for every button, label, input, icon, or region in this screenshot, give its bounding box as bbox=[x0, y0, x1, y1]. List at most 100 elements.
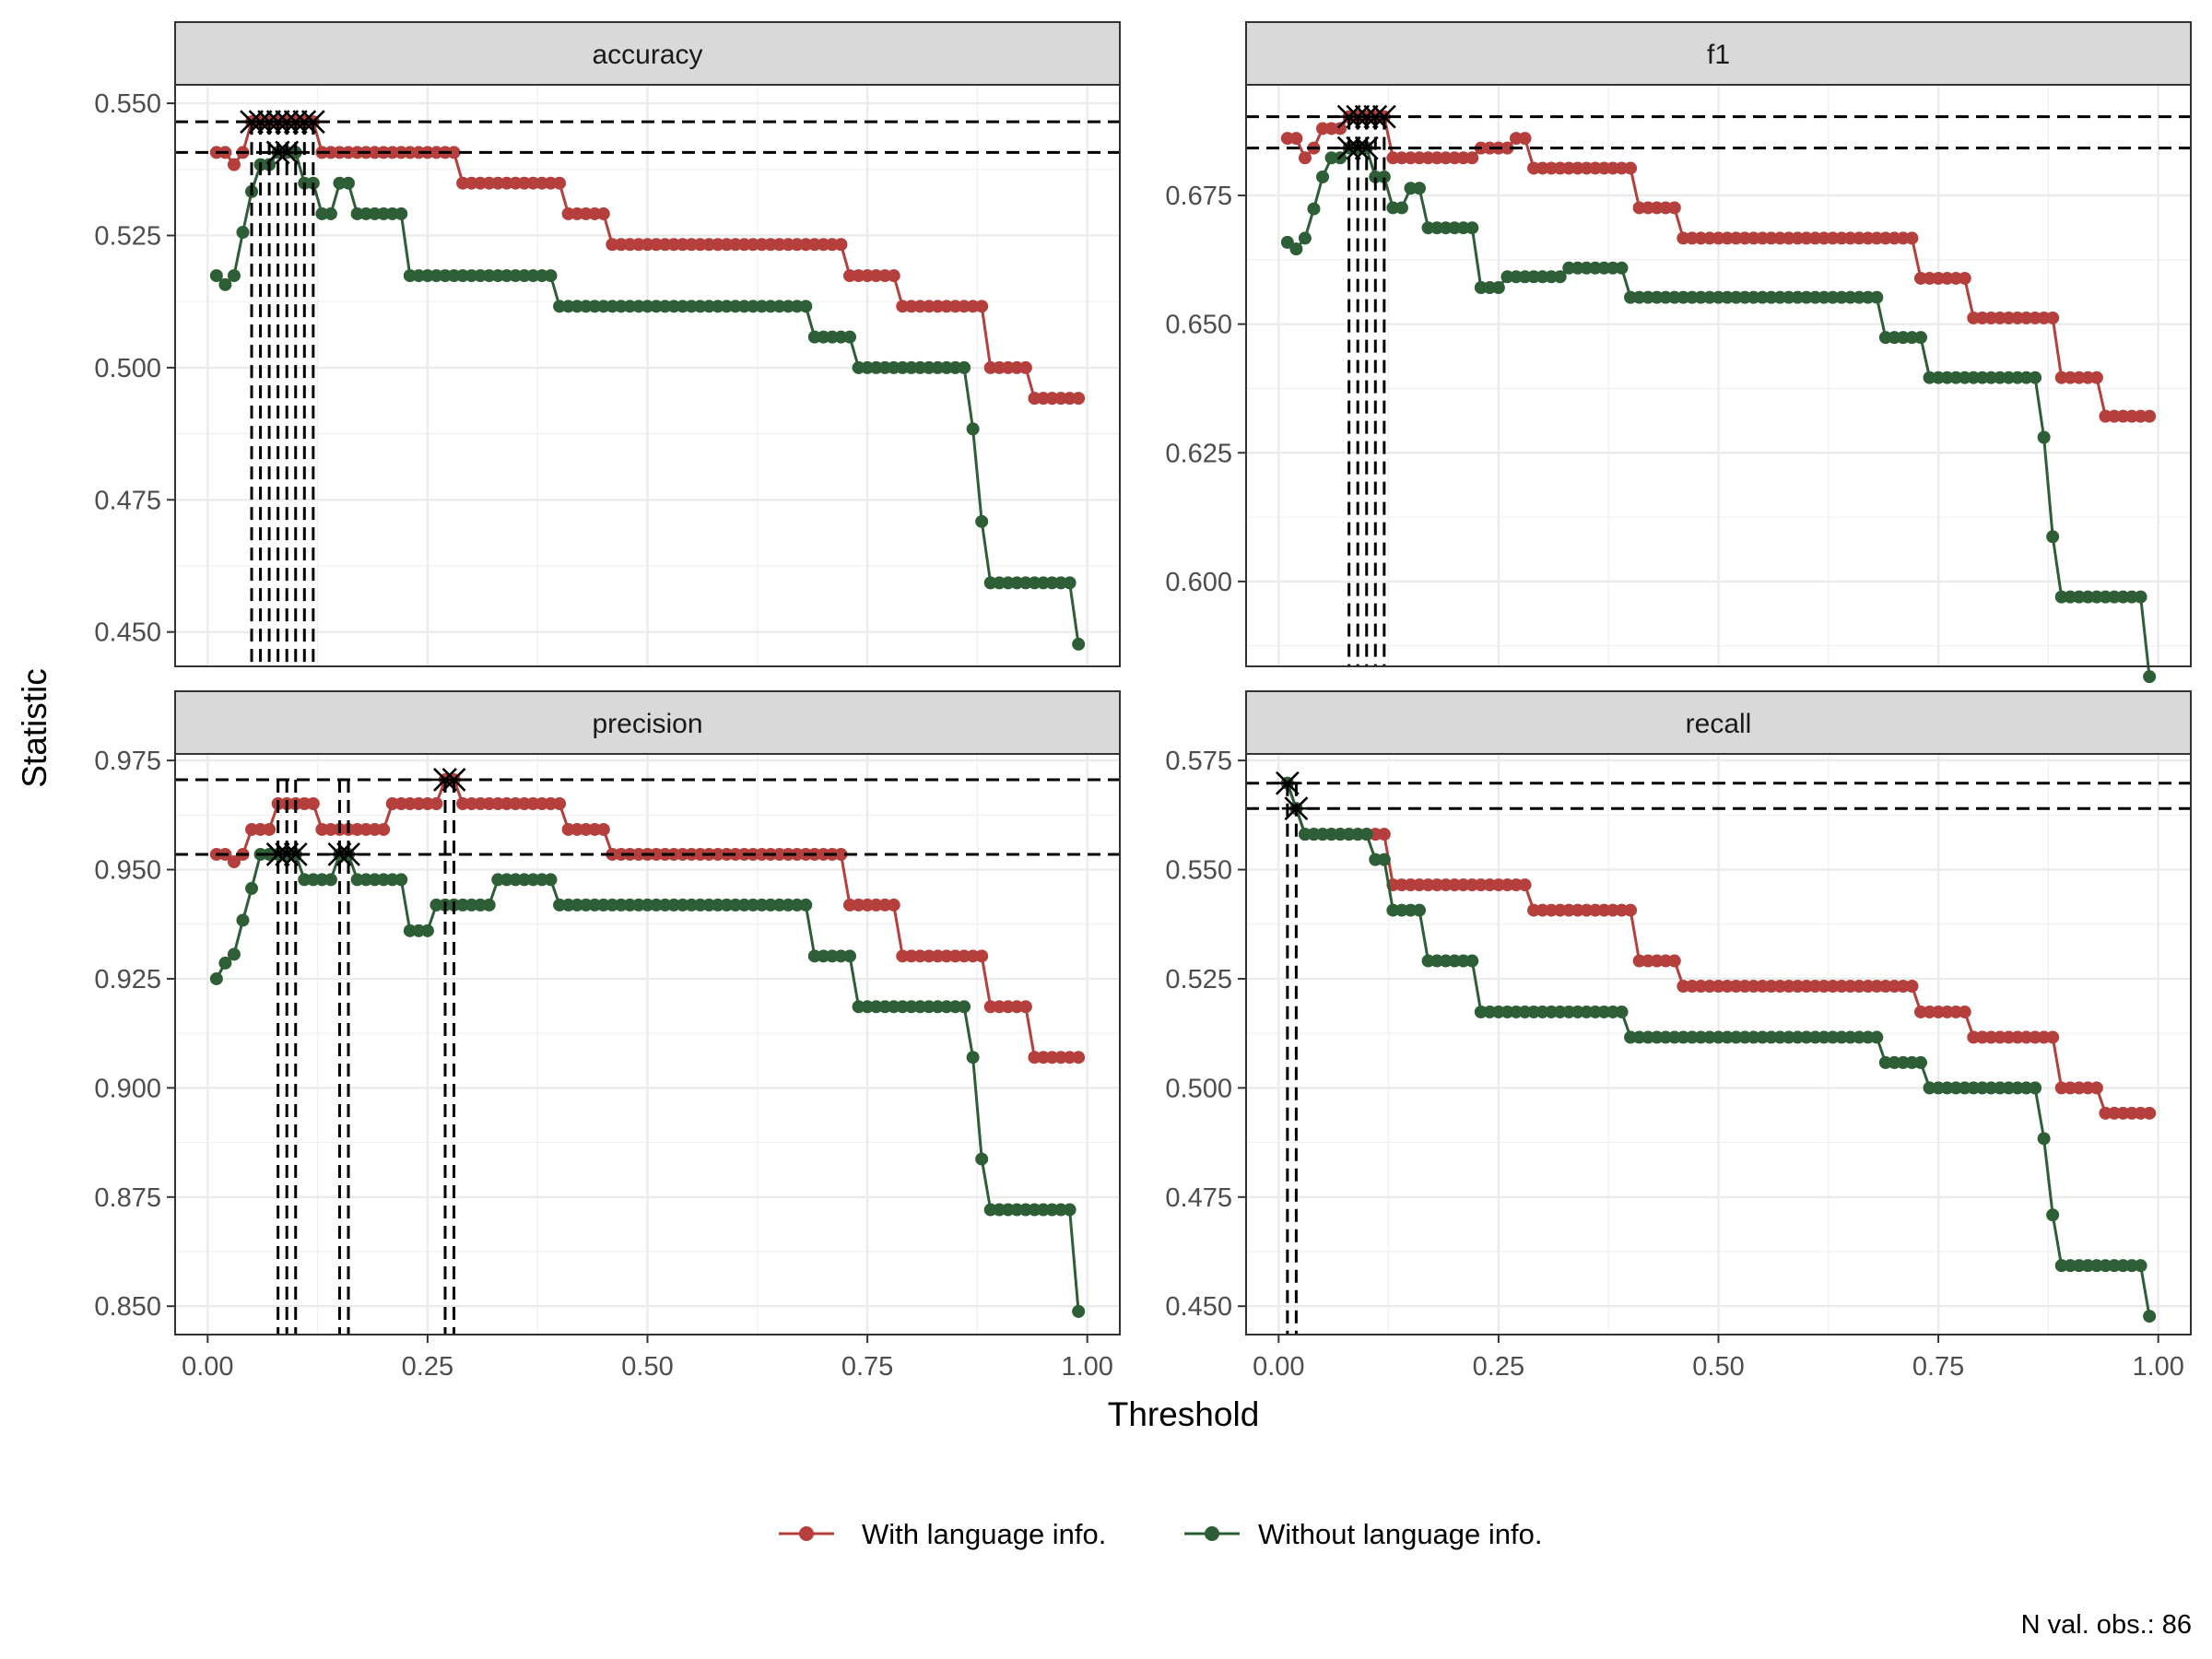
optimum-marker bbox=[334, 842, 363, 866]
data-point bbox=[975, 1152, 989, 1166]
data-point bbox=[1905, 231, 1919, 245]
data-point bbox=[2046, 1208, 2060, 1222]
data-point bbox=[1063, 576, 1077, 590]
y-axis-title: Statistic bbox=[16, 668, 53, 788]
facet-panel-precision: precision 0.850 0.875 0.900 0.925 0.950 0.975 0… bbox=[94, 690, 1121, 1382]
x-tick-label: 0.50 bbox=[621, 1352, 673, 1382]
data-point bbox=[227, 269, 241, 283]
panel-border bbox=[174, 84, 1121, 667]
data-point bbox=[1072, 1051, 1086, 1065]
y-tick-label: 0.925 bbox=[94, 965, 161, 994]
data-point bbox=[218, 277, 232, 291]
facet-panel-f1: f1 0.600 0.625 0.650 0.675 bbox=[1165, 21, 2192, 684]
y-tick-label: 0.575 bbox=[1165, 747, 1232, 776]
optimum-marker bbox=[1281, 796, 1311, 821]
data-point bbox=[1958, 271, 1971, 285]
data-point bbox=[2037, 430, 2051, 444]
data-point bbox=[227, 947, 241, 961]
data-point bbox=[1615, 261, 1629, 275]
facet-strip-label: precision bbox=[592, 709, 702, 739]
data-point bbox=[843, 330, 857, 344]
x-tick-label: 0.25 bbox=[1473, 1352, 1524, 1382]
data-point bbox=[1018, 1000, 1032, 1014]
data-point bbox=[958, 1000, 971, 1014]
data-point bbox=[1289, 242, 1303, 256]
data-point bbox=[227, 855, 241, 868]
data-point bbox=[843, 949, 857, 963]
data-point bbox=[2046, 530, 2060, 544]
data-point bbox=[1500, 141, 1514, 155]
data-point bbox=[887, 269, 900, 283]
data-point bbox=[1870, 1030, 1884, 1044]
data-point bbox=[1307, 202, 1321, 216]
data-point bbox=[1465, 954, 1479, 968]
data-point bbox=[1958, 1005, 1971, 1018]
data-point bbox=[1316, 170, 1330, 183]
data-point bbox=[1334, 122, 1347, 135]
data-point bbox=[1553, 270, 1567, 284]
y-tick-label: 0.550 bbox=[1165, 856, 1232, 886]
x-tick-label: 0.00 bbox=[182, 1352, 233, 1382]
data-point bbox=[1298, 231, 1312, 245]
facet-strip-label: recall bbox=[1686, 709, 1752, 739]
facet-panel-accuracy: accuracy 0.450 0.475 0.500 0.525 0.550 bbox=[94, 21, 1121, 667]
legend: With language info. Without language info… bbox=[779, 1518, 1543, 1550]
data-point bbox=[306, 797, 320, 810]
data-point bbox=[2143, 409, 2157, 423]
facet-panel-recall: recall 0.450 0.475 0.500 0.525 0.550 0.575 0.00… bbox=[1165, 690, 2192, 1382]
data-point bbox=[1377, 828, 1391, 841]
x-tick-label: 0.00 bbox=[1253, 1352, 1304, 1382]
y-tick-label: 0.450 bbox=[1165, 1292, 1232, 1322]
data-point bbox=[236, 913, 250, 927]
data-point bbox=[966, 1051, 980, 1065]
y-tick-label: 0.600 bbox=[1165, 568, 1232, 597]
data-point bbox=[209, 269, 223, 283]
optimum-marker bbox=[1352, 135, 1382, 160]
optimum-marker bbox=[1370, 104, 1399, 129]
data-point bbox=[324, 873, 337, 887]
data-point bbox=[1280, 235, 1294, 249]
facet-panels: accuracy 0.450 0.475 0.500 0.525 0.550 f1 0.600… bbox=[94, 21, 2192, 1382]
data-point bbox=[975, 949, 989, 963]
y-tick-label: 0.950 bbox=[94, 856, 161, 886]
data-point bbox=[1298, 151, 1312, 165]
data-point bbox=[553, 797, 567, 810]
data-point bbox=[553, 176, 567, 190]
data-point bbox=[263, 822, 276, 836]
data-point bbox=[209, 971, 223, 985]
caption: N val. obs.: 86 bbox=[2021, 1610, 2192, 1640]
legend-label: Without language info. bbox=[1258, 1518, 1543, 1550]
x-tick-label: 0.50 bbox=[1692, 1352, 1744, 1382]
data-point bbox=[2029, 371, 2042, 384]
data-point bbox=[2134, 590, 2147, 604]
data-point bbox=[447, 146, 461, 159]
facet-strip-label: f1 bbox=[1707, 40, 1730, 70]
data-point bbox=[834, 238, 848, 252]
data-point bbox=[1870, 290, 1884, 304]
data-point bbox=[1018, 360, 1032, 374]
data-point bbox=[1413, 182, 1427, 195]
data-point bbox=[799, 898, 813, 912]
data-point bbox=[1063, 1203, 1077, 1217]
data-point bbox=[482, 898, 496, 912]
x-tick-label: 1.00 bbox=[1061, 1352, 1112, 1382]
data-point bbox=[799, 300, 813, 313]
y-tick-label: 0.500 bbox=[1165, 1074, 1232, 1103]
data-point bbox=[596, 822, 610, 836]
data-point bbox=[544, 873, 558, 887]
data-point bbox=[1465, 151, 1479, 165]
data-point bbox=[1289, 132, 1303, 146]
data-point bbox=[1914, 1055, 1928, 1069]
y-tick-label: 0.525 bbox=[1165, 965, 1232, 994]
data-point bbox=[1072, 637, 1086, 651]
data-point bbox=[1914, 331, 1928, 345]
data-point bbox=[342, 176, 356, 190]
y-tick-label: 0.550 bbox=[94, 89, 161, 119]
y-tick-label: 0.650 bbox=[1165, 311, 1232, 340]
optimum-marker bbox=[281, 842, 311, 866]
x-tick-label: 0.75 bbox=[1912, 1352, 1964, 1382]
data-point bbox=[596, 206, 610, 220]
data-point bbox=[1394, 201, 1408, 215]
y-tick-label: 0.500 bbox=[94, 354, 161, 383]
